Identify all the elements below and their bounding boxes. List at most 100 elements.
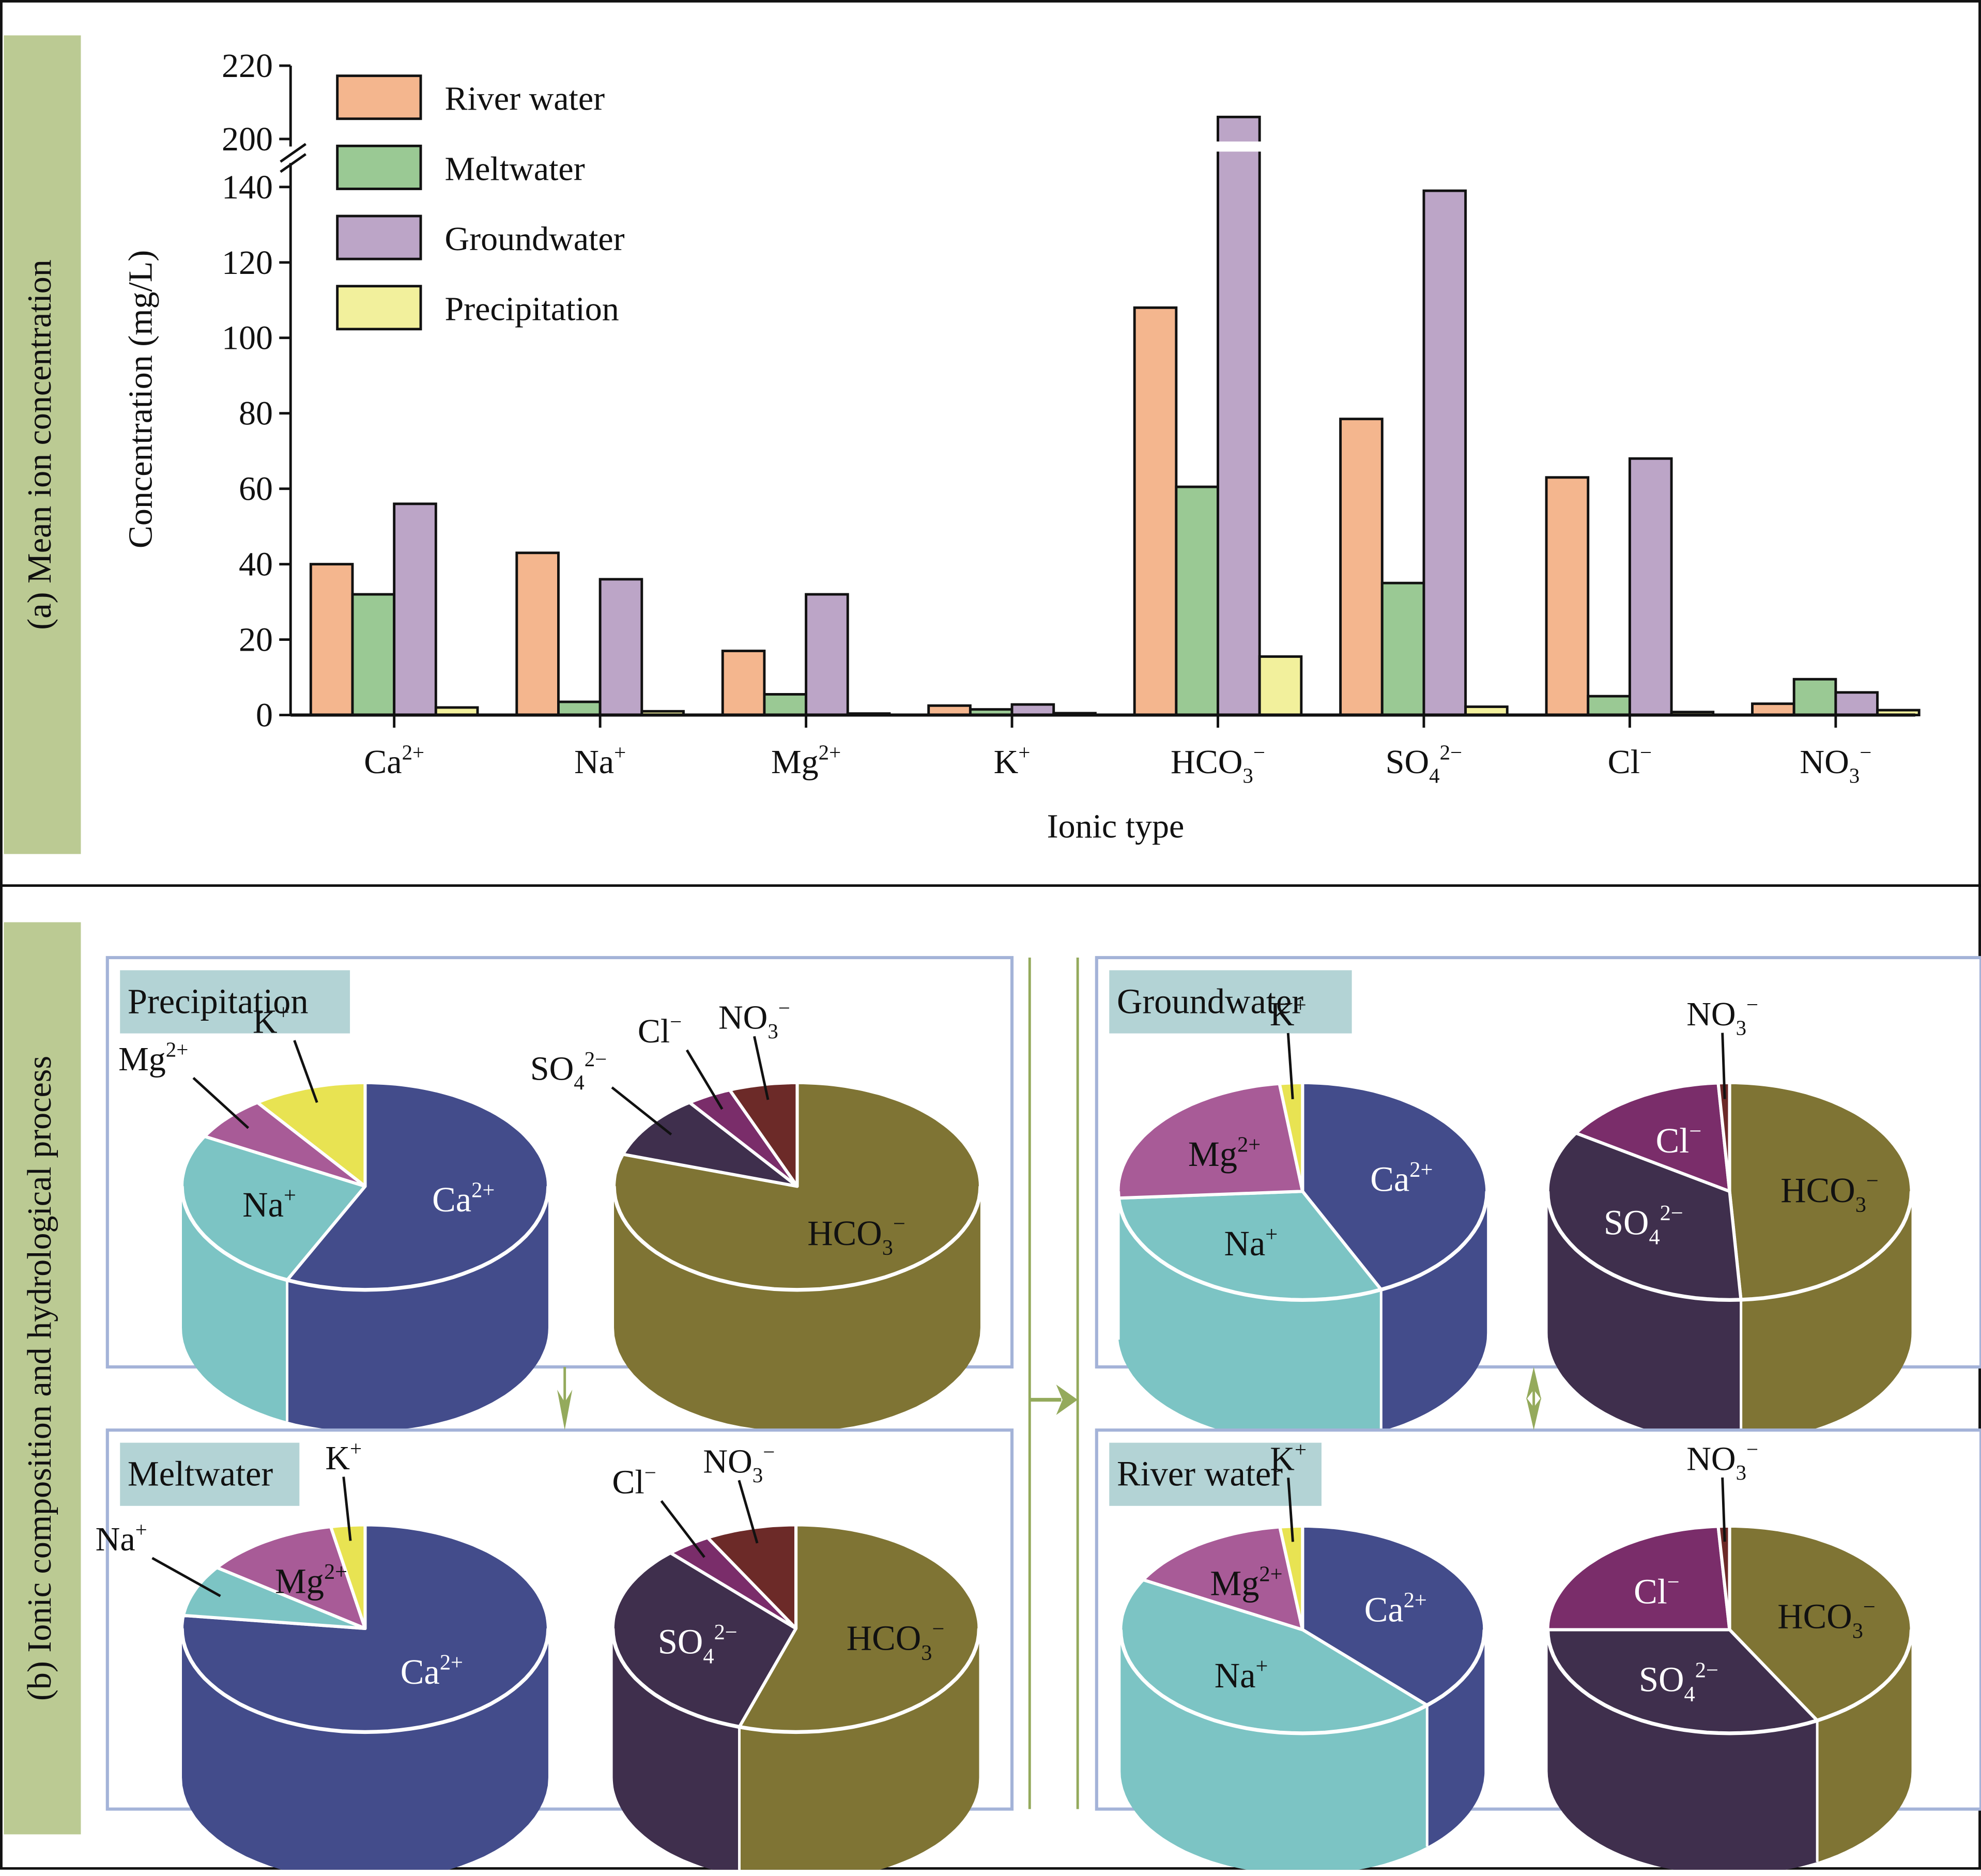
bar-ground-HCO3 xyxy=(1217,115,1261,717)
bar-ground-Na xyxy=(598,578,643,717)
pie-rim xyxy=(1545,1191,1914,1302)
pie-leader-line xyxy=(1721,1477,1726,1542)
panel-title-tab xyxy=(120,970,350,1034)
pie-label-HCO3: HCO3− xyxy=(1780,1169,1879,1218)
pie-side-Ca xyxy=(1381,1191,1487,1432)
pie-leader-line xyxy=(1287,1478,1294,1542)
pie-side-SO4 xyxy=(612,1628,740,1876)
bar-melt-HCO3 xyxy=(1175,485,1219,717)
pie-anions: HCO3− SO42− Cl− NO3− xyxy=(1545,993,1914,1442)
pie-label-K: K+ xyxy=(325,1437,362,1477)
pie-label-Cl: Cl− xyxy=(638,1010,682,1050)
x-axis: Ca2+ Na+ Mg2+ K+ HCO3− SO42− Cl− NO3− xyxy=(290,713,1915,788)
pie-side-Na xyxy=(182,1186,287,1422)
legend-swatch-precip xyxy=(336,285,422,331)
arrow-down-icon xyxy=(557,1366,573,1431)
pie-side-Na xyxy=(1118,1198,1381,1442)
pie-cations: Ca2+ Na+ Mg2+ K+ xyxy=(1118,1438,1486,1875)
pie-label-HCO3: HCO3− xyxy=(807,1212,905,1260)
pie-leader-line xyxy=(192,1077,250,1129)
bar-river-Ca xyxy=(309,563,354,717)
y-tick-label: 120 xyxy=(222,244,273,282)
x-tick-label: Ca2+ xyxy=(364,741,424,781)
pie-side-SO4 xyxy=(1547,1191,1741,1442)
pie-label-Mg: Mg2+ xyxy=(1210,1562,1282,1603)
bar-break-gap xyxy=(1215,141,1263,152)
pie-label-Cl: Cl− xyxy=(1656,1119,1702,1160)
y-tick-label: 60 xyxy=(239,470,273,508)
pie-side-HCO3 xyxy=(739,1628,979,1876)
pie-label-Na: Na+ xyxy=(1224,1222,1278,1263)
pie-leader-line xyxy=(685,1049,724,1110)
pie-cations: Ca2+ Na+ Mg2+ K+ xyxy=(96,1437,550,1876)
x-tick-label: Na+ xyxy=(574,741,626,781)
x-tick-label: SO42− xyxy=(1386,741,1462,788)
legend-swatch-melt xyxy=(336,144,422,190)
pie-label-K: K+ xyxy=(1270,1438,1307,1478)
pie-label-Ca: Ca2+ xyxy=(1364,1588,1427,1629)
bar-melt-Ca xyxy=(351,593,396,717)
bar-melt-Mg xyxy=(763,693,808,717)
x-tick-label: Cl− xyxy=(1608,741,1652,781)
pie-slice-Mg xyxy=(1116,1082,1304,1200)
panel-title-tab xyxy=(120,1442,300,1506)
panel-title: Meltwater xyxy=(128,1454,273,1494)
pie-leader-line xyxy=(1286,1033,1294,1099)
pie-slice-Cl xyxy=(1574,1081,1731,1193)
pie-label-SO4: SO42− xyxy=(658,1620,738,1669)
y-tick-label: 20 xyxy=(239,621,273,659)
pie-label-Cl: Cl− xyxy=(612,1461,656,1501)
legend-label-ground: Groundwater xyxy=(444,220,624,258)
y-axis-title: Concentration (mg/L) xyxy=(121,250,159,548)
flow-arrows xyxy=(557,957,1542,1809)
pie-side-HCO3 xyxy=(1741,1191,1912,1441)
pie-side-SO4 xyxy=(1547,1629,1818,1875)
pie-side-Ca xyxy=(182,1628,548,1876)
pie-leader-line xyxy=(293,1040,318,1103)
pie-rim xyxy=(180,1628,550,1734)
bar-precip-HCO3 xyxy=(1258,655,1303,717)
pie-rim xyxy=(612,1186,982,1292)
pie-slice-Mg xyxy=(215,1525,367,1631)
x-tick-label: K+ xyxy=(994,741,1031,781)
panel-precipitation: Precipitation Ca2+ Na+ Mg2+ K+ HCO3− SO42− Cl− N… xyxy=(105,956,1014,1432)
axis-break-mark xyxy=(280,143,306,163)
y-tick-label: 40 xyxy=(239,546,273,583)
panel-title: Groundwater xyxy=(1117,981,1303,1021)
pie-label-Mg: Mg2+ xyxy=(1188,1133,1261,1174)
pie-slice-Mg xyxy=(1141,1525,1304,1632)
panel-groundwater: Groundwater Ca2+ Na+ Mg2+ K+ HCO3− SO42− Cl− NO3… xyxy=(1095,956,1981,1442)
pie-anions: HCO3− SO42− Cl− NO3− xyxy=(530,996,982,1432)
pie-rim xyxy=(1118,1629,1486,1735)
y-tick-label: 140 xyxy=(222,168,273,206)
pie-slice-K xyxy=(256,1081,367,1188)
panel-title-tab xyxy=(1109,970,1352,1034)
arrow-right-icon xyxy=(1030,1385,1078,1415)
bar-melt-Na xyxy=(557,700,602,717)
pie-label-HCO3: HCO3− xyxy=(1777,1595,1876,1643)
x-tick-label: HCO3− xyxy=(1171,741,1265,788)
panel-a-side-label: (a) Mean ion concentration xyxy=(21,259,58,630)
y-tick-label: 80 xyxy=(239,395,273,433)
axis-break-mark xyxy=(280,153,306,173)
arrow-bidirectional-icon xyxy=(1526,1366,1542,1431)
pie-label-SO4: SO42− xyxy=(1639,1658,1718,1706)
pie-label-Na: Na+ xyxy=(1215,1654,1268,1695)
legend-label-river: River water xyxy=(444,80,605,118)
bar-ground-Cl xyxy=(1628,457,1673,717)
y-axis: 0 20 40 60 80 100 120 140 200 220 xyxy=(222,47,306,734)
pie-label-Ca: Ca2+ xyxy=(1370,1158,1433,1198)
pie-leader-line xyxy=(1721,1033,1726,1099)
panel-river-water: River water Ca2+ Na+ Mg2+ K+ HCO3− SO42− Cl− NO3… xyxy=(1095,1428,1981,1875)
pie-leader-line xyxy=(660,1500,705,1558)
pie-rim xyxy=(1545,1629,1914,1735)
bar-river-Mg xyxy=(721,650,766,717)
pie-label-Mg: Mg2+ xyxy=(275,1560,347,1601)
panel-title: River water xyxy=(1117,1454,1283,1494)
pie-leader-line xyxy=(738,1480,759,1544)
pie-leader-line xyxy=(342,1477,352,1541)
pie-slice-NO3 xyxy=(728,1081,799,1188)
panel-b-side-label: (b) Ionic composition and hydrological p… xyxy=(21,1056,58,1701)
